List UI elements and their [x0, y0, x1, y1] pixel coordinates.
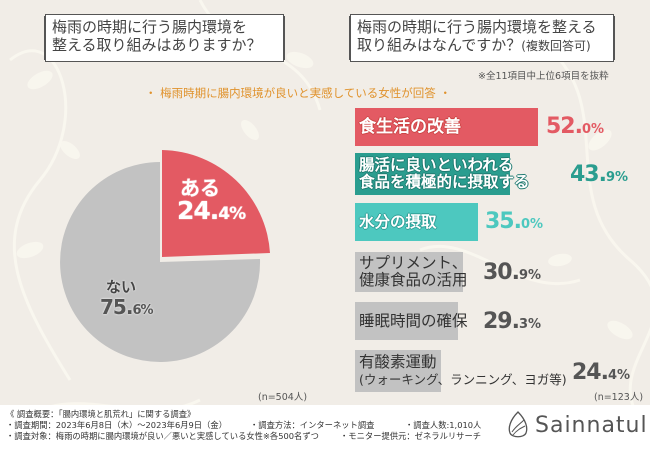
brand-logo: Sainnatul [507, 410, 648, 440]
footer-survey-method: ・調査方法：インターネット調査 [250, 420, 375, 430]
survey-footer: 《 調査概要：「腸内環境と肌荒れ」に関する調査》 ・調査期間：2023年6月8日… [0, 405, 650, 450]
bar-label-4: サプリメント、 健康食品の活用 [359, 254, 468, 289]
pie-slice-aru [162, 150, 270, 257]
bar-label-5: 睡眠時間の確保 [359, 311, 468, 330]
pie-chart-graphic [60, 150, 270, 362]
bar-label-6: 有酸素運動 (ウォーキング、ランニング、ヨガ等) [359, 353, 567, 388]
footer-monitor-provider: ・モニター提供元：ゼネラルリサーチ [340, 431, 482, 441]
pie-value-aru: 24.4% [177, 196, 246, 225]
left-question-box: 梅雨の時期に行う腸内環境を 整える取り組みはありますか？ [45, 14, 284, 62]
bar-value-1: 52.0% [546, 114, 605, 139]
bar-label-2: 腸活に良いといわれる 食品を積極的に摂取する [359, 156, 530, 191]
bar-value-2: 43.9% [570, 162, 629, 187]
footer-survey-target: ・調査対象：梅雨の時期に腸内環境が良い／悪いと実感している女性※各500名ずつ [6, 431, 319, 441]
brand-name: Sainnatul [535, 412, 648, 438]
right-question-box: 梅雨の時期に行う腸内環境を整える 取り組みはなんですか？(複数回答可) [350, 14, 614, 62]
top-items-note: ※全11項目中上位6項目を抜粋 [478, 71, 609, 82]
pie-label-aru: ある [180, 176, 220, 200]
pie-slice-nai [60, 162, 261, 362]
bar-item-1: 食生活の改善 [355, 108, 538, 146]
bar-value-3: 35.0% [485, 209, 544, 234]
right-question-line1: 梅雨の時期に行う腸内環境を整える [357, 18, 597, 36]
bar-value-5: 29.3% [483, 309, 542, 334]
bar-item-6: 有酸素運動 (ウォーキング、ランニング、ヨガ等) [355, 350, 567, 392]
pie-chart: ある 24.4% ない 75.6% [40, 120, 300, 390]
left-question-line2: 整える取り組みはありますか？ [52, 36, 262, 54]
right-question-multi-answer-note: (複数回答可) [521, 39, 591, 53]
bar-value-4: 30.9% [483, 260, 542, 285]
right-question-line2: 取り組みはなんですか？ [357, 36, 522, 54]
bar-sample-size: (n=123人) [594, 392, 644, 403]
pie-value-nai: 75.6% [100, 295, 154, 319]
bar-item-4: サプリメント、 健康食品の活用 [355, 252, 468, 292]
pie-sample-size: (n=504人) [258, 392, 308, 403]
left-question-line1: 梅雨の時期に行う腸内環境を [52, 18, 248, 36]
pie-label-nai: ない [106, 278, 137, 296]
footer-survey-period: ・調査期間：2023年6月8日（木）～2023年6月9日（金） [6, 420, 227, 430]
footer-survey-title: 《 調査概要：「腸内環境と肌荒れ」に関する調査》 [6, 409, 196, 419]
bar-label-3: 水分の摂取 [359, 212, 437, 231]
bar-item-5: 睡眠時間の確保 [355, 302, 468, 340]
bar-item-2: 腸活に良いといわれる 食品を積極的に摂取する [355, 153, 530, 195]
respondent-subtitle: ・ 梅雨時期に腸内環境が良いと実感している女性が回答 ・ [145, 86, 451, 100]
bar-value-6: 24.4% [572, 360, 631, 385]
bar-label-1: 食生活の改善 [359, 116, 461, 137]
bar-item-3: 水分の摂取 [355, 203, 478, 241]
footer-survey-count: ・調査人数:1,010人 [405, 420, 482, 430]
leaf-drop-icon [508, 411, 528, 438]
